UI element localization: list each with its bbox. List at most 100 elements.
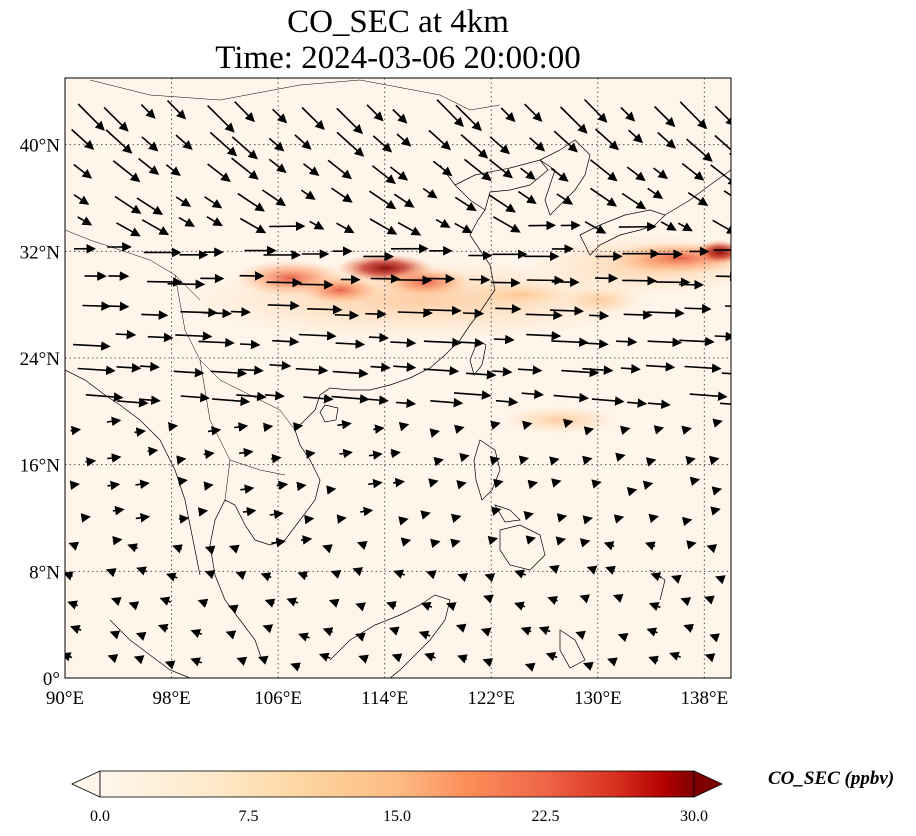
wind-arrow xyxy=(373,424,385,434)
wind-arrow xyxy=(301,106,325,131)
colorbar-tick-label: 7.5 xyxy=(239,808,259,825)
wind-arrow xyxy=(177,476,188,487)
wind-arrow xyxy=(591,479,602,489)
wind-arrow xyxy=(648,513,659,524)
wind-arrow xyxy=(650,572,662,582)
wind-arrow xyxy=(669,651,681,661)
wind-arrow xyxy=(72,341,111,351)
wind-arrow xyxy=(517,190,537,204)
wind-arrow xyxy=(514,569,526,579)
wind-arrow xyxy=(175,196,192,207)
wind-arrow xyxy=(711,486,723,496)
wind-arrow xyxy=(139,395,161,405)
wind-arrow xyxy=(605,565,616,575)
wind-arrow xyxy=(679,336,715,347)
wind-arrow xyxy=(141,219,170,236)
wind-arrow xyxy=(335,339,366,349)
wind-arrow xyxy=(704,653,716,663)
wind-arrow xyxy=(583,339,609,349)
wind-arrow xyxy=(268,137,285,152)
wind-arrow xyxy=(527,479,538,490)
wind-arrow xyxy=(352,567,364,577)
wind-arrow xyxy=(206,216,223,227)
wind-arrow xyxy=(175,331,213,341)
borders xyxy=(65,79,501,501)
wind-arrow xyxy=(689,391,728,401)
wind-arrow xyxy=(67,600,79,610)
wind-arrow xyxy=(322,544,333,554)
wind-arrow xyxy=(116,362,142,373)
wind-arrow xyxy=(269,360,292,371)
wind-arrow xyxy=(294,134,312,150)
wind-arrow xyxy=(165,572,178,582)
wind-arrow xyxy=(69,625,82,635)
wind-arrow xyxy=(397,221,422,236)
wind-arrow xyxy=(462,308,485,319)
wind-arrow xyxy=(178,216,195,227)
wind-arrow xyxy=(549,306,585,316)
wind-arrow xyxy=(525,310,563,321)
wind-arrow xyxy=(190,628,203,639)
wind-arrow xyxy=(110,596,122,607)
coastline-hainan xyxy=(319,404,339,423)
wind-arrow xyxy=(209,131,238,157)
wind-arrow xyxy=(198,337,235,348)
wind-arrow xyxy=(689,476,701,487)
wind-arrow xyxy=(172,544,183,554)
wind-arrow xyxy=(522,420,533,430)
wind-arrow xyxy=(626,166,646,182)
wind-arrow xyxy=(493,334,515,345)
wind-arrow xyxy=(456,480,467,490)
wind-arrow xyxy=(618,221,657,232)
wind-arrow xyxy=(337,419,352,430)
wind-arrow xyxy=(615,452,626,462)
wind-arrow xyxy=(459,452,470,463)
wind-arrow xyxy=(369,190,397,210)
wind-arrow xyxy=(549,456,560,466)
wind-arrow xyxy=(684,363,722,373)
wind-arrow xyxy=(562,418,574,429)
wind-arrow xyxy=(147,332,174,343)
coastline-thailand xyxy=(209,499,263,661)
wind-arrow xyxy=(582,515,593,525)
wind-arrow xyxy=(135,479,150,490)
wind-arrow xyxy=(686,540,697,550)
wind-arrow xyxy=(418,630,431,640)
wind-arrow xyxy=(482,658,494,668)
wind-arrow xyxy=(309,220,325,230)
wind-arrow xyxy=(551,478,562,488)
wind-arrow xyxy=(579,594,591,604)
wind-arrow xyxy=(489,159,513,179)
wind-arrow xyxy=(626,486,638,497)
wind-arrow xyxy=(159,596,172,606)
wind-arrow xyxy=(276,480,289,491)
wind-arrow xyxy=(307,304,343,315)
wind-arrow xyxy=(489,456,501,466)
lat-tick-label: 24°N xyxy=(20,349,61,370)
wind-arrow xyxy=(70,425,82,436)
wind-arrow xyxy=(464,158,492,181)
wind-arrow xyxy=(117,397,149,408)
wind-arrow xyxy=(514,601,526,611)
wind-arrow xyxy=(269,509,284,520)
wind-arrow xyxy=(648,601,661,612)
wind-arrow xyxy=(603,541,615,551)
wind-arrow xyxy=(204,570,216,580)
wind-arrow xyxy=(521,389,544,399)
wind-arrow xyxy=(138,157,160,175)
wind-arrow xyxy=(73,163,93,179)
wind-arrow xyxy=(433,456,444,467)
wind-arrow xyxy=(271,537,286,548)
wind-arrow xyxy=(583,426,595,436)
wind-arrow xyxy=(71,128,95,150)
wind-arrow xyxy=(231,157,259,180)
wind-arrow xyxy=(207,426,222,436)
wind-arrow xyxy=(518,455,530,465)
wind-arrow xyxy=(712,219,731,234)
wind-arrow xyxy=(109,301,130,312)
wind-arrow xyxy=(235,571,247,581)
coastline-luzon xyxy=(473,439,501,501)
wind-arrow xyxy=(653,167,668,180)
colorbar-extend-high xyxy=(693,770,723,798)
wind-arrow xyxy=(714,134,731,158)
